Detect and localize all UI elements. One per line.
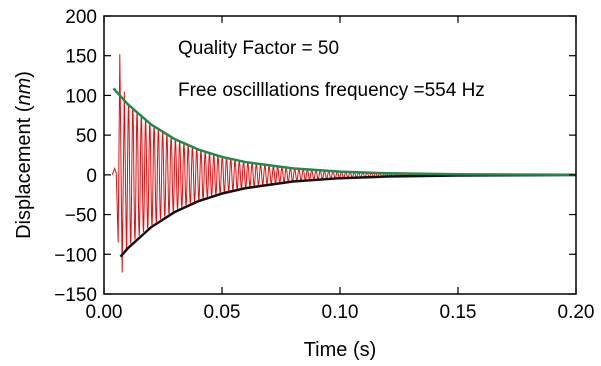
series-line-lower-envelope (119, 173, 576, 258)
annotation-quality-factor: Quality Factor = 50 (178, 38, 339, 59)
y-axis-label-unit: nm (13, 78, 35, 106)
y-tick-label: 200 (65, 7, 97, 28)
y-tick-label: −100 (54, 245, 97, 266)
y-axis-label: Displacement (nm) (13, 71, 35, 239)
annotation-frequency: Free oscilllations frequency =554 Hz (178, 80, 485, 101)
series-layer (111, 54, 576, 273)
x-axis-label: Time (s) (304, 339, 377, 361)
x-tick-label: 0.15 (440, 302, 477, 323)
y-tick-label: 150 (65, 47, 97, 68)
x-tick-label: 0.05 (204, 302, 241, 323)
tick-layer: 0.00 0.05 0.10 0.15 0.20 −150 −100 −50 0 50 100 150… (54, 7, 594, 323)
y-tick-label: 100 (65, 86, 97, 107)
y-tick-label: −50 (65, 206, 97, 227)
y-axis-label-prefix: Displacement ( (13, 105, 35, 239)
x-tick-label: 0.10 (322, 302, 359, 323)
y-axis-label-suffix: ) (13, 71, 35, 78)
y-tick-label: 0 (86, 166, 97, 187)
series-line-upper-envelope (112, 87, 576, 177)
y-tick-label: −150 (54, 285, 97, 306)
x-tick-label: 0.20 (558, 302, 595, 323)
y-tick-label: 50 (76, 126, 97, 147)
x-tick-label: 0.00 (86, 302, 123, 323)
